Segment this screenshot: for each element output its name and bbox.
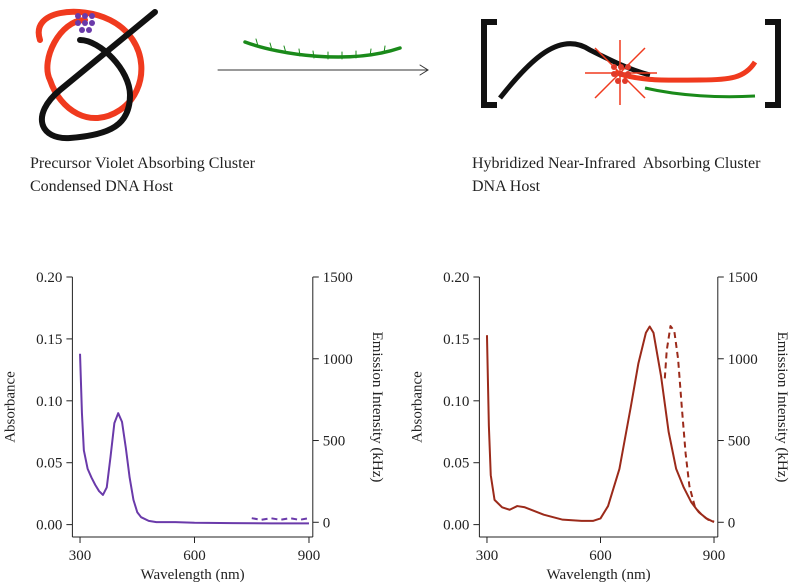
precursor-diagram <box>35 8 429 142</box>
y-tick-label: 0.10 <box>443 394 469 410</box>
y2-tick-label: 1000 <box>323 352 353 368</box>
y2-tick-label: 500 <box>728 434 751 450</box>
x-tick-label: 300 <box>476 548 499 564</box>
y-tick-label: 0.20 <box>443 270 469 286</box>
y2-tick-label: 0 <box>323 515 331 531</box>
y-tick-label: 0.15 <box>443 332 469 348</box>
y-axis-label: Absorbance <box>2 371 18 443</box>
y2-tick-label: 1500 <box>323 270 353 286</box>
caption: Precursor Violet Absorbing Cluster <box>30 155 256 172</box>
x-tick-label: 900 <box>298 548 321 564</box>
x-tick-label: 900 <box>703 548 726 564</box>
y-tick-label: 0.20 <box>36 270 62 286</box>
y2-tick-label: 500 <box>323 434 346 450</box>
y-tick-label: 0.10 <box>36 394 62 410</box>
y-tick-label: 0.00 <box>36 518 62 534</box>
caption: Condensed DNA Host <box>30 178 174 195</box>
caption: DNA Host <box>472 178 541 195</box>
y-axis-label: Absorbance <box>409 371 425 443</box>
line-series <box>251 517 310 521</box>
x-axis-label: Wavelength (nm) <box>547 567 651 583</box>
red-strand <box>35 8 145 122</box>
line-series <box>663 325 715 523</box>
nir-cluster <box>611 64 631 84</box>
x-tick-label: 600 <box>589 548 612 564</box>
right-bracket <box>765 19 781 108</box>
hybridized-diagram <box>481 19 781 108</box>
y-tick-label: 0.15 <box>36 332 62 348</box>
violet-cluster <box>75 13 95 33</box>
line-series <box>485 325 715 524</box>
green-strand <box>243 40 402 59</box>
green-strand <box>644 86 756 99</box>
caption: Hybridized Near-Infrared Absorbing Clust… <box>472 155 761 172</box>
x-tick-label: 300 <box>69 548 92 564</box>
x-axis-label: Wavelength (nm) <box>141 567 245 583</box>
black-strand <box>38 9 158 142</box>
green-ticks <box>255 38 386 60</box>
y2-axis-label: Emission Intensity (kHz) <box>369 332 385 483</box>
y-tick-label: 0.05 <box>443 456 469 472</box>
y2-axis-label: Emission Intensity (kHz) <box>774 332 790 483</box>
y2-tick-label: 0 <box>728 515 736 531</box>
y-tick-label: 0.00 <box>443 518 469 534</box>
left-bracket <box>481 19 497 108</box>
x-tick-label: 600 <box>183 548 206 564</box>
chart: 0.00 0.05 0.10 0.15 0.20 0 500 1000 1500 300 600 90… <box>409 270 789 583</box>
arrow <box>217 64 429 76</box>
y2-tick-label: 1500 <box>728 270 758 286</box>
black-strand <box>498 41 651 100</box>
y-tick-label: 0.05 <box>36 456 62 472</box>
chart: 0.00 0.05 0.10 0.15 0.20 0 500 1000 1500 300 600 90… <box>2 270 384 583</box>
y2-tick-label: 1000 <box>728 352 758 368</box>
red-strand <box>614 60 758 83</box>
line-series <box>79 353 309 525</box>
